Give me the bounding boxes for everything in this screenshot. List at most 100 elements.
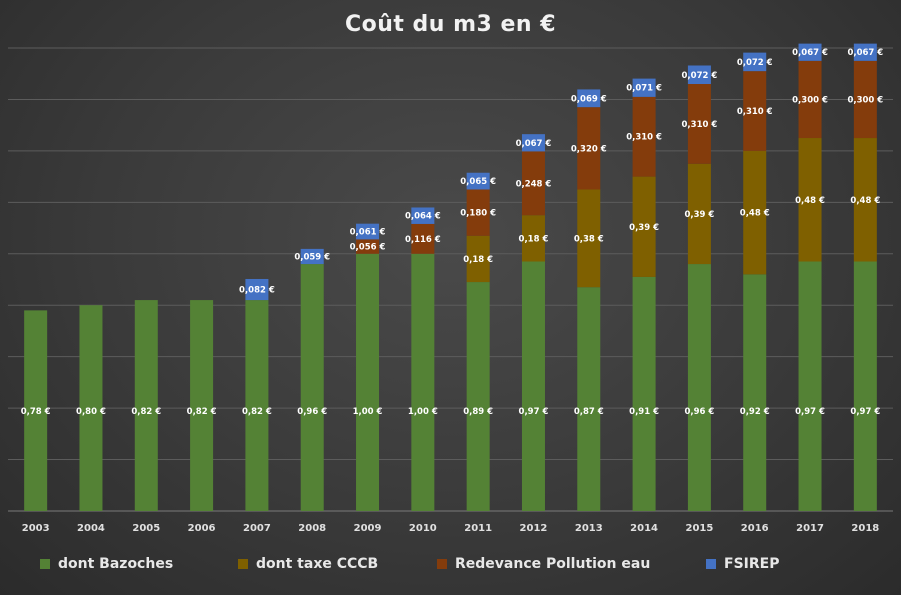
legend-swatch [40, 559, 50, 569]
data-label: 0,80 € [76, 407, 106, 417]
data-label: 0,061 € [350, 228, 386, 238]
bar-segment-dont-taxe-cccb-2011 [466, 235, 490, 283]
x-tick-label: 2005 [132, 523, 160, 534]
data-label: 0,300 € [847, 95, 883, 105]
data-label: 0,39 € [684, 210, 714, 220]
legend-label: Redevance Pollution eau [455, 556, 651, 572]
data-label: 0,310 € [737, 107, 773, 117]
legend-item: dont taxe CCCB [238, 556, 378, 572]
data-label: 0,87 € [574, 407, 604, 417]
bar-segment-fsirep-2011 [466, 172, 490, 190]
bar-segment-dont-taxe-cccb-2015 [687, 163, 711, 265]
bar-segment-redevance-pollution-eau-2013 [577, 107, 601, 190]
data-label: 0,82 € [242, 407, 272, 417]
chart-legend: dont Bazoches dont taxe CCCB Redevance Pol… [0, 556, 901, 578]
bar-segment-dont-bazoches-2011 [466, 282, 490, 511]
bar-segment-redevance-pollution-eau-2017 [798, 60, 822, 139]
x-tick-label: 2015 [685, 523, 713, 534]
bar-segment-dont-bazoches-2018 [853, 261, 877, 511]
bar-segment-fsirep-2014 [632, 78, 656, 97]
bar-segment-dont-bazoches-2005 [134, 300, 158, 511]
bar-segment-fsirep-2012 [521, 134, 545, 152]
data-label: 0,48 € [740, 209, 770, 219]
data-label: 0,48 € [850, 196, 880, 206]
x-tick-label: 2010 [409, 523, 437, 534]
bar-segment-fsirep-2017 [798, 43, 822, 61]
data-label: 0,059 € [294, 252, 330, 262]
data-label: 0,067 € [792, 48, 828, 58]
data-label: 0,300 € [792, 95, 828, 105]
legend-label: FSIREP [724, 556, 780, 572]
data-label: 1,00 € [353, 407, 383, 417]
bar-segment-fsirep-2009 [356, 223, 380, 240]
data-label: 0,39 € [629, 223, 659, 233]
data-label: 0,97 € [519, 407, 549, 417]
bar-segment-dont-taxe-cccb-2016 [743, 150, 767, 275]
chart-title: Coût du m3 en € [344, 12, 557, 37]
bar-segment-redevance-pollution-eau-2016 [743, 71, 767, 151]
bar-segment-dont-bazoches-2008 [300, 264, 324, 511]
bar-segment-dont-bazoches-2013 [577, 287, 601, 511]
bar-segment-dont-bazoches-2010 [411, 253, 435, 511]
bar-segment-dont-bazoches-2003 [24, 310, 48, 511]
legend-item: Redevance Pollution eau [437, 556, 650, 572]
bar-segment-dont-bazoches-2006 [190, 300, 214, 511]
data-label: 0,056 € [350, 243, 386, 253]
bar-segment-redevance-pollution-eau-2009 [356, 239, 380, 254]
data-label: 0,82 € [187, 407, 217, 417]
bar-segment-dont-bazoches-2014 [632, 276, 656, 511]
data-label: 0,067 € [847, 48, 883, 58]
bar-segment-redevance-pollution-eau-2010 [411, 223, 435, 254]
bar-segment-redevance-pollution-eau-2015 [687, 84, 711, 164]
x-tick-label: 2004 [77, 523, 105, 534]
legend-label: dont taxe CCCB [256, 556, 379, 572]
bar-segment-fsirep-2015 [687, 65, 711, 85]
bar-segment-dont-taxe-cccb-2013 [577, 189, 601, 288]
bar-segment-fsirep-2010 [411, 207, 435, 224]
data-label: 0,069 € [571, 94, 607, 104]
data-label: 0,82 € [131, 407, 161, 417]
data-label: 0,92 € [740, 407, 770, 417]
data-label: 0,067 € [516, 139, 552, 149]
data-label: 0,310 € [626, 133, 662, 143]
bar-segment-redevance-pollution-eau-2018 [853, 60, 877, 139]
data-label: 0,082 € [239, 286, 275, 296]
bar-segment-fsirep-2013 [577, 89, 601, 108]
x-tick-label: 2008 [298, 523, 326, 534]
bar-segment-redevance-pollution-eau-2011 [466, 189, 490, 236]
bar-segment-dont-bazoches-2004 [79, 305, 103, 511]
legend-swatch [437, 559, 447, 569]
bar-segment-fsirep-2007 [245, 278, 269, 301]
data-label: 0,97 € [850, 407, 880, 417]
data-label: 0,310 € [682, 120, 718, 130]
data-label: 0,072 € [682, 71, 718, 81]
data-label: 0,38 € [574, 234, 604, 244]
x-tick-label: 2012 [520, 523, 548, 534]
data-label: 0,116 € [405, 235, 441, 245]
data-label: 0,96 € [297, 407, 327, 417]
data-label: 1,00 € [408, 407, 438, 417]
bar-segment-dont-bazoches-2015 [687, 264, 711, 511]
bar-segment-redevance-pollution-eau-2012 [521, 151, 545, 216]
x-tick-label: 2016 [741, 523, 769, 534]
bar-segment-fsirep-2016 [743, 52, 767, 72]
x-tick-label: 2017 [796, 523, 824, 534]
data-label: 0,18 € [463, 255, 493, 265]
x-tick-label: 2009 [354, 523, 382, 534]
data-label: 0,065 € [460, 177, 496, 187]
data-label: 0,071 € [626, 84, 662, 94]
x-tick-label: 2013 [575, 523, 603, 534]
bar-segment-dont-bazoches-2009 [356, 253, 380, 511]
data-label: 0,248 € [516, 179, 552, 189]
data-label: 0,78 € [21, 407, 51, 417]
bar-segment-dont-taxe-cccb-2018 [853, 138, 877, 262]
data-label: 0,18 € [519, 234, 549, 244]
x-tick-label: 2014 [630, 523, 658, 534]
x-tick-label: 2007 [243, 523, 271, 534]
data-label: 0,48 € [795, 196, 825, 206]
x-tick-label: 2003 [22, 523, 50, 534]
data-label: 0,97 € [795, 407, 825, 417]
bar-segment-dont-bazoches-2012 [521, 261, 545, 511]
bar-segment-dont-taxe-cccb-2017 [798, 138, 822, 262]
